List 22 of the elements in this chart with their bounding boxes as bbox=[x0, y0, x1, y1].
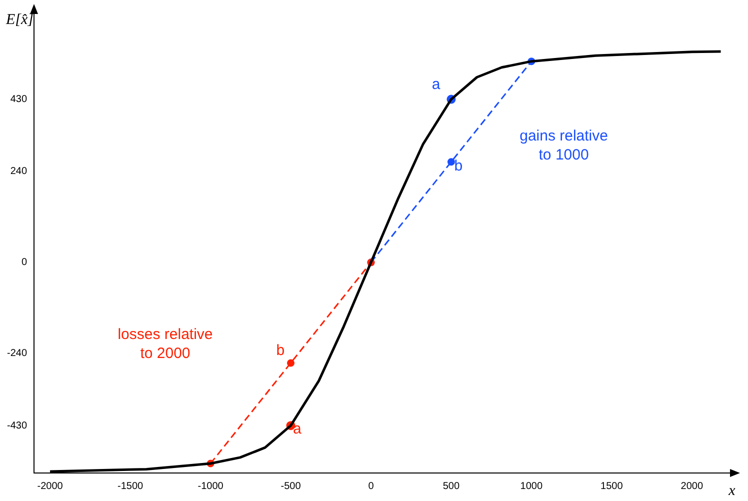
annotation: losses relative to 2000 bbox=[118, 326, 213, 362]
x-tick-label: 500 bbox=[442, 480, 460, 492]
y-tick-label: 0 bbox=[21, 257, 28, 268]
x-tick-label: 1500 bbox=[600, 480, 624, 492]
annotation: a bbox=[292, 420, 302, 438]
x-tick-label: 2000 bbox=[680, 480, 704, 492]
y-tick-label: -430 bbox=[7, 420, 28, 432]
x-tick-label: 0 bbox=[368, 480, 374, 492]
x-tick-label: 1000 bbox=[520, 480, 543, 492]
x-tick-label: -1000 bbox=[198, 480, 224, 492]
annotation: b bbox=[454, 158, 463, 175]
annotation: b bbox=[276, 342, 285, 359]
y-axis-title: E[x̂] bbox=[5, 12, 34, 28]
y-tick-label: 430 bbox=[10, 94, 28, 106]
x-tick-label: -2000 bbox=[37, 480, 64, 492]
x-tick-label: -500 bbox=[280, 480, 302, 492]
annotation: gains relative to 1000 bbox=[520, 128, 608, 164]
y-tick-label: -240 bbox=[7, 348, 28, 360]
y-tick-label: 240 bbox=[10, 166, 28, 178]
x-axis-title: x bbox=[728, 482, 736, 499]
annotation: a bbox=[432, 76, 441, 93]
x-tick-label: -1500 bbox=[118, 480, 144, 492]
